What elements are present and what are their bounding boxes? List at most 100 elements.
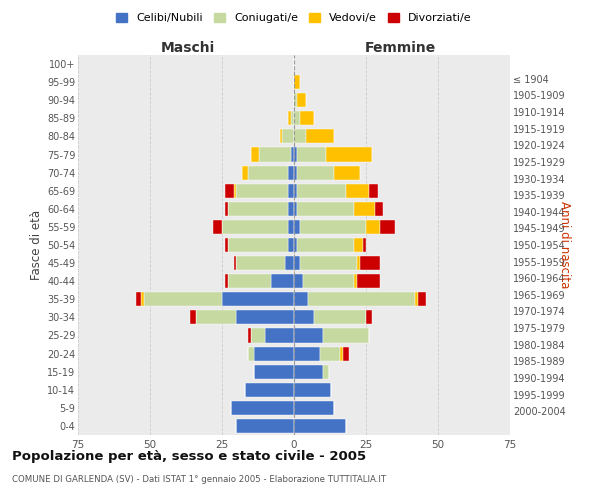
Bar	[415, 292, 418, 306]
Bar	[355, 274, 358, 288]
Bar	[288, 166, 294, 179]
Bar	[288, 238, 294, 252]
Bar	[363, 238, 366, 252]
Bar	[228, 202, 288, 216]
Bar	[294, 238, 297, 252]
Bar	[248, 328, 251, 342]
Bar	[360, 256, 380, 270]
Bar	[294, 401, 334, 415]
Bar	[222, 220, 288, 234]
Bar	[323, 328, 369, 342]
Bar	[288, 184, 294, 198]
Text: Popolazione per età, sesso e stato civile - 2005: Popolazione per età, sesso e stato civil…	[12, 450, 366, 463]
Bar	[294, 364, 323, 378]
Bar	[294, 184, 297, 198]
Bar	[144, 292, 222, 306]
Bar	[294, 419, 346, 433]
Bar	[369, 184, 377, 198]
Bar	[225, 202, 228, 216]
Bar	[251, 148, 259, 162]
Bar	[283, 130, 294, 143]
Bar	[326, 148, 372, 162]
Bar	[302, 274, 355, 288]
Bar	[366, 220, 380, 234]
Bar	[248, 346, 254, 360]
Bar	[355, 238, 363, 252]
Text: Maschi: Maschi	[160, 41, 215, 55]
Bar	[236, 310, 294, 324]
Bar	[297, 93, 305, 108]
Bar	[228, 238, 288, 252]
Bar	[300, 220, 366, 234]
Bar	[358, 274, 380, 288]
Bar	[294, 310, 314, 324]
Bar	[343, 346, 349, 360]
Bar	[294, 220, 300, 234]
Bar	[225, 274, 228, 288]
Y-axis label: Anni di nascita: Anni di nascita	[558, 202, 571, 288]
Bar	[236, 419, 294, 433]
Bar	[233, 184, 236, 198]
Bar	[142, 292, 144, 306]
Bar	[271, 274, 294, 288]
Bar	[294, 166, 297, 179]
Bar	[228, 274, 271, 288]
Bar	[294, 75, 300, 89]
Bar	[300, 256, 358, 270]
Bar	[374, 202, 383, 216]
Bar	[323, 364, 329, 378]
Bar	[288, 112, 291, 126]
Bar	[236, 256, 286, 270]
Bar	[358, 256, 360, 270]
Bar	[380, 220, 395, 234]
Bar	[294, 382, 331, 397]
Bar	[214, 220, 222, 234]
Bar	[288, 202, 294, 216]
Bar	[346, 184, 369, 198]
Bar	[297, 148, 326, 162]
Bar	[305, 130, 334, 143]
Bar	[245, 382, 294, 397]
Bar	[254, 364, 294, 378]
Bar	[294, 292, 308, 306]
Bar	[320, 346, 340, 360]
Bar	[236, 184, 288, 198]
Bar	[294, 112, 300, 126]
Bar	[233, 256, 236, 270]
Bar	[259, 148, 291, 162]
Legend: Celibi/Nubili, Coniugati/e, Vedovi/e, Divorziati/e: Celibi/Nubili, Coniugati/e, Vedovi/e, Di…	[112, 8, 476, 28]
Bar	[418, 292, 427, 306]
Bar	[254, 346, 294, 360]
Bar	[297, 238, 355, 252]
Bar	[308, 292, 415, 306]
Bar	[294, 93, 297, 108]
Bar	[314, 310, 366, 324]
Bar	[294, 328, 323, 342]
Bar	[334, 166, 360, 179]
Bar	[136, 292, 142, 306]
Bar	[294, 274, 302, 288]
Bar	[300, 112, 314, 126]
Text: COMUNE DI GARLENDA (SV) - Dati ISTAT 1° gennaio 2005 - Elaborazione TUTTITALIA.I: COMUNE DI GARLENDA (SV) - Dati ISTAT 1° …	[12, 475, 386, 484]
Bar	[286, 256, 294, 270]
Bar	[251, 328, 265, 342]
Bar	[288, 220, 294, 234]
Bar	[265, 328, 294, 342]
Bar	[297, 184, 346, 198]
Bar	[294, 130, 305, 143]
Bar	[294, 256, 300, 270]
Bar	[291, 112, 294, 126]
Bar	[242, 166, 248, 179]
Bar	[294, 148, 297, 162]
Bar	[248, 166, 288, 179]
Bar	[196, 310, 236, 324]
Bar	[297, 202, 355, 216]
Bar	[190, 310, 196, 324]
Bar	[294, 346, 320, 360]
Bar	[340, 346, 343, 360]
Text: Femmine: Femmine	[365, 41, 436, 55]
Y-axis label: Fasce di età: Fasce di età	[29, 210, 43, 280]
Bar	[225, 184, 233, 198]
Bar	[222, 292, 294, 306]
Bar	[294, 202, 297, 216]
